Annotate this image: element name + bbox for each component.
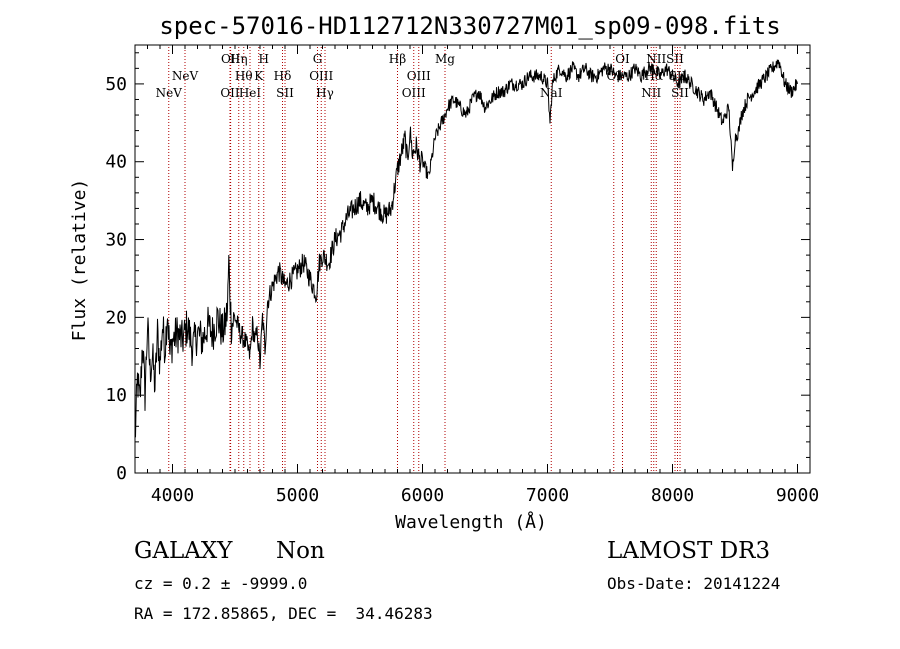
survey-name: LAMOST DR3 — [607, 538, 771, 564]
redshift-value: cz = 0.2 ± -9999.0 — [134, 574, 308, 593]
line-label: SII — [276, 86, 294, 100]
line-label: NII — [646, 52, 666, 66]
x-tick-label: 4000 — [151, 485, 194, 506]
line-label: Hγ — [316, 86, 334, 100]
y-tick-label: 50 — [105, 74, 127, 95]
line-label: SII — [671, 86, 689, 100]
chart-title: spec-57016-HD112712N330727M01_sp09-098.f… — [159, 12, 780, 40]
x-tick-label: 8000 — [651, 485, 694, 506]
line-label: SII — [666, 52, 684, 66]
y-tick-label: 10 — [105, 385, 127, 406]
obs-date: Obs-Date: 20141224 — [607, 574, 781, 593]
axes-layer: 4000 5000 6000 7000 8000 9000 0 10 20 30 40 50 — [105, 45, 819, 506]
x-axis-label: Wavelength (Å) — [395, 511, 547, 533]
y-axis-label: Flux (relative) — [69, 179, 90, 342]
line-label: NaI — [540, 86, 563, 100]
line-label: HeI — [239, 86, 262, 100]
line-label: G — [313, 52, 323, 66]
x-tick-label: 5000 — [276, 485, 319, 506]
line-label: Hβ — [389, 52, 406, 66]
plot-frame — [134, 44, 811, 474]
y-tick-label: 20 — [105, 307, 127, 328]
emission-lines-layer: NeVNeVOIIOIIHηHθHeIKHHδSIIGOIIIHγHβOIIIO… — [156, 47, 689, 473]
line-label: H — [259, 52, 269, 66]
line-label: OIII — [402, 86, 426, 100]
spectrum-line — [134, 59, 798, 438]
x-tick-label: 7000 — [526, 485, 569, 506]
line-label: OIII — [309, 69, 333, 83]
spectrum-layer — [134, 59, 798, 438]
coordinates: RA = 172.85865, DEC = 34.46283 — [134, 604, 433, 623]
line-label: Mg — [435, 52, 455, 66]
line-label: NeV — [172, 69, 199, 83]
x-tick-label: 9000 — [776, 485, 819, 506]
x-tick-label: 6000 — [401, 485, 444, 506]
line-label: Hθ — [235, 69, 253, 83]
line-label: K — [254, 69, 264, 83]
line-label: OII — [221, 52, 241, 66]
line-label: OIII — [407, 69, 431, 83]
y-tick-label: 0 — [116, 463, 127, 484]
object-class: GALAXY — [134, 538, 233, 564]
line-label: Hα — [644, 69, 663, 83]
line-label: Hη — [230, 52, 248, 66]
y-tick-label: 30 — [105, 230, 127, 251]
line-label: NII — [641, 86, 661, 100]
line-label: OI — [615, 52, 630, 66]
object-subclass: Non — [276, 538, 325, 564]
line-label: Hδ — [274, 69, 292, 83]
y-tick-label: 40 — [105, 152, 127, 173]
line-label: NeV — [156, 86, 183, 100]
